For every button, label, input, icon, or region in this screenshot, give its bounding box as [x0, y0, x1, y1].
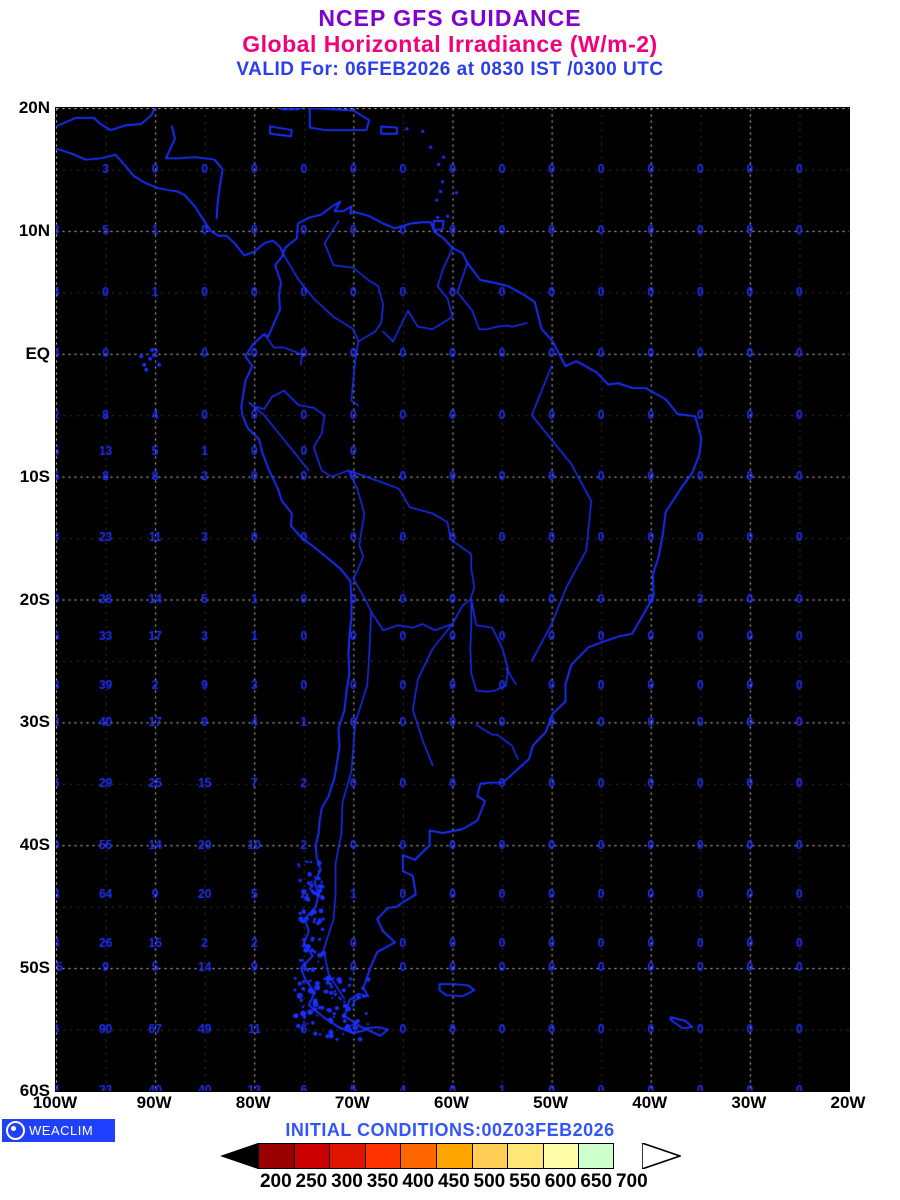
colorbar-segment: [472, 1143, 508, 1169]
y-axis-label: 20S: [2, 590, 50, 610]
x-axis-label: 30W: [719, 1093, 779, 1113]
colorbar-segment: [365, 1143, 401, 1169]
valid-time-title: VALID For: 06FEB2026 at 0830 IST /0300 U…: [0, 57, 900, 82]
initial-conditions-label: INITIAL CONDITIONS:00Z03FEB2026: [0, 1120, 900, 1141]
y-axis-label: 50S: [2, 958, 50, 978]
x-axis-label: 50W: [521, 1093, 581, 1113]
colorbar-segments: [258, 1143, 614, 1169]
y-axis-label: 60S: [2, 1081, 50, 1101]
colorbar-tick-labels: 200 250 300 350 400 450 500 550 600 650 700: [220, 1171, 680, 1195]
circle-logo-icon: [6, 1121, 25, 1140]
parameter-title: Global Horizontal Irradiance (W/m-2): [0, 31, 900, 57]
x-axis-label: 70W: [322, 1093, 382, 1113]
colorbar-segment: [258, 1143, 294, 1169]
weaclim-label: WEACLIM: [29, 1123, 93, 1138]
colorbar[interactable]: [220, 1143, 680, 1169]
colorbar-segment: [507, 1143, 543, 1169]
weaclim-logo[interactable]: WEACLIM: [2, 1119, 115, 1142]
map-canvas: [56, 108, 849, 1091]
colorbar-segment: [578, 1143, 614, 1169]
colorbar-segment: [543, 1143, 579, 1169]
colorbar-tick: 700: [609, 1171, 655, 1193]
map-plot-area[interactable]: [55, 107, 850, 1092]
y-axis-label: 20N: [2, 98, 50, 118]
colorbar-under-arrow: [220, 1143, 258, 1169]
colorbar-segment: [436, 1143, 472, 1169]
y-axis-label: 40S: [2, 835, 50, 855]
x-axis-label: 80W: [223, 1093, 283, 1113]
x-axis-label: 100W: [25, 1093, 85, 1113]
y-axis-label: EQ: [2, 344, 50, 364]
x-axis-label: 90W: [124, 1093, 184, 1113]
x-axis-label: 40W: [620, 1093, 680, 1113]
colorbar-container: 200 250 300 350 400 450 500 550 600 650 700: [0, 1143, 900, 1195]
y-axis-label: 10N: [2, 221, 50, 241]
colorbar-over-arrow: [642, 1143, 681, 1169]
title-block: NCEP GFS GUIDANCE Global Horizontal Irra…: [0, 0, 900, 82]
colorbar-segment: [400, 1143, 436, 1169]
colorbar-segment: [329, 1143, 365, 1169]
x-axis-label: 60W: [422, 1093, 482, 1113]
x-axis-label: 20W: [818, 1093, 878, 1113]
model-title: NCEP GFS GUIDANCE: [0, 5, 900, 31]
y-axis-label: 30S: [2, 712, 50, 732]
y-axis-label: 10S: [2, 467, 50, 487]
colorbar-segment: [294, 1143, 330, 1169]
